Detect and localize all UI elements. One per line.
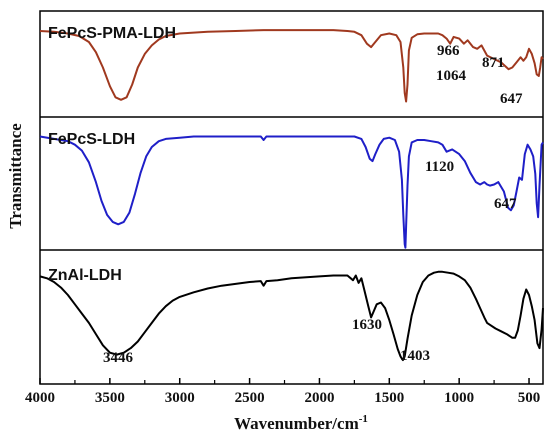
x-tick-label: 500 xyxy=(518,390,541,406)
x-tick-label: 3500 xyxy=(95,390,125,406)
x-axis-label-sup: -1 xyxy=(359,413,368,425)
peak-label: 966 xyxy=(437,43,460,59)
x-tick-label: 4000 xyxy=(25,390,55,406)
peak-label: 3446 xyxy=(103,350,134,366)
series-title-1: FePcS-PMA-LDH xyxy=(48,25,176,42)
series-line-1 xyxy=(39,29,544,103)
x-axis-label: Wavenumber/cm-1 xyxy=(234,413,368,433)
plot-frame xyxy=(39,10,544,385)
x-tick-label: 2000 xyxy=(304,390,334,406)
x-tick-label: 1000 xyxy=(444,390,474,406)
panel-frames xyxy=(39,10,544,385)
series-title-2: FePcS-LDH xyxy=(48,131,135,148)
peak-label: 647 xyxy=(494,196,517,212)
x-tick-label: 2500 xyxy=(235,390,265,406)
peak-annotations: 966 871 1064 647 1120 647 3446 1630 1403 xyxy=(103,43,523,366)
x-axis: 4000 3500 3000 2500 2000 1500 1000 500 xyxy=(25,378,540,406)
series-line-3 xyxy=(39,270,544,362)
peak-label: 1630 xyxy=(352,317,382,333)
x-tick-label: 3000 xyxy=(165,390,195,406)
peak-label: 1403 xyxy=(400,348,430,364)
x-tick-label: 1500 xyxy=(374,390,404,406)
y-axis-label: Transmittance xyxy=(6,123,25,229)
peak-label: 871 xyxy=(482,55,505,71)
peak-label: 647 xyxy=(500,91,523,107)
series-line-2 xyxy=(39,135,544,249)
panel-titles: FePcS-PMA-LDH FePcS-LDH ZnAl-LDH xyxy=(48,25,176,284)
peak-label: 1064 xyxy=(436,68,467,84)
peak-label: 1120 xyxy=(425,159,454,175)
series-title-3: ZnAl-LDH xyxy=(48,267,122,284)
spectra-curves xyxy=(39,29,544,362)
x-axis-label-main: Wavenumber/cm xyxy=(234,414,359,433)
